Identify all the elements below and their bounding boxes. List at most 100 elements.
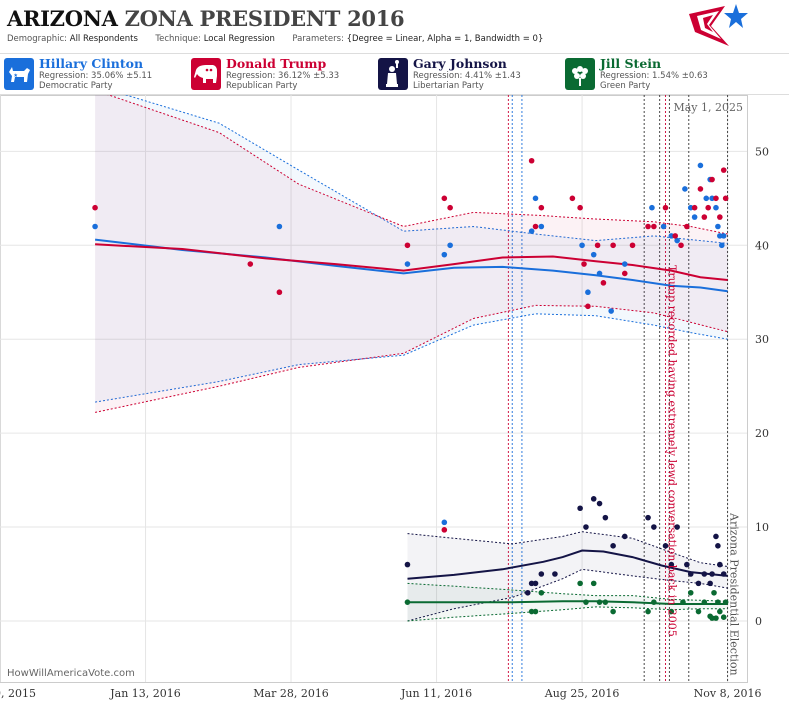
y-tick-label: 0 <box>755 615 762 628</box>
poll-point <box>538 589 545 596</box>
candidate-stein[interactable]: Jill Stein Regression: 1.54% ±0.63 Green… <box>561 54 748 94</box>
poll-point <box>715 599 721 605</box>
y-tick-label: 30 <box>755 333 769 346</box>
title-rest: ZONA PRESIDENT 2016 <box>124 6 405 31</box>
technique-label: Technique: <box>155 34 202 44</box>
candidate-trump[interactable]: Donald Trump Regression: 36.12% ±5.33 Re… <box>187 54 374 94</box>
technique-value: Local Regression <box>203 34 275 44</box>
poll-point <box>594 242 601 249</box>
poll-point <box>538 204 545 211</box>
poll-point <box>404 599 411 605</box>
poll-point <box>610 242 616 249</box>
flower-icon <box>565 58 595 90</box>
poll-point <box>528 580 535 587</box>
poll-point <box>701 214 708 220</box>
poll-point <box>662 543 669 549</box>
x-tick-label: Nov 8, 2016 <box>694 687 762 700</box>
poll-point <box>687 571 694 577</box>
trend-line <box>407 600 728 605</box>
poll-point <box>668 233 675 239</box>
poll-point <box>705 204 711 211</box>
upper-bound-line <box>407 582 728 602</box>
x-tick-label: Oct 30, 2015 <box>0 687 36 700</box>
annotation-label: Arizona Presidential Election <box>728 512 741 676</box>
poll-point <box>610 543 616 549</box>
poll-point <box>585 289 591 296</box>
poll-point <box>674 524 680 530</box>
candidate-regression: Regression: 35.06% ±5.11 <box>39 71 153 81</box>
upper-bound-line <box>107 95 728 235</box>
confidence-band <box>407 583 728 621</box>
poll-point <box>711 589 717 596</box>
poll-point <box>532 608 539 615</box>
poll-point <box>596 500 603 507</box>
trend-line <box>407 549 728 580</box>
candidate-regression: Regression: 36.12% ±5.33 <box>226 71 340 81</box>
y-tick-label: 40 <box>755 239 769 252</box>
poll-point <box>621 270 628 277</box>
poll-point <box>722 599 729 605</box>
poll-point <box>441 251 448 258</box>
poll-point <box>602 514 609 521</box>
poll-point <box>583 524 589 530</box>
trend-line <box>95 243 728 281</box>
poll-point <box>651 599 657 605</box>
candidate-name: Hillary Clinton <box>39 56 144 71</box>
poll-point <box>645 514 651 521</box>
poll-point <box>532 580 539 587</box>
poll-point <box>687 589 694 596</box>
poll-chart: Oct 30, 2015 Jan 13, 2016 Mar 28, 2016 Jun … <box>0 95 769 700</box>
poll-point <box>697 162 704 169</box>
confidence-band <box>95 95 728 413</box>
poll-point <box>715 223 721 230</box>
poll-point <box>596 599 603 605</box>
poll-point <box>717 561 723 568</box>
poll-point <box>682 186 688 192</box>
annotation-label: Trump recorded having extremely lewd con… <box>666 265 679 637</box>
candidate-party: Libertarian Party <box>413 81 484 91</box>
poll-point <box>701 599 708 605</box>
poll-point <box>538 571 545 577</box>
poll-point <box>441 519 448 526</box>
poll-point <box>649 204 655 211</box>
poll-point <box>672 233 679 239</box>
parameters-row: Demographic: All Respondents Technique: … <box>7 34 543 44</box>
poll-point <box>404 261 411 267</box>
lower-bound-line <box>95 313 728 403</box>
poll-point <box>720 233 727 239</box>
poll-point <box>590 496 597 502</box>
poll-point <box>590 580 597 587</box>
poll-point <box>583 599 589 605</box>
poll-point <box>528 157 535 164</box>
candidate-party: Green Party <box>600 81 651 91</box>
poll-point <box>697 186 704 192</box>
parameters-label: Parameters: <box>292 34 344 44</box>
poll-point <box>651 524 657 530</box>
poll-point <box>645 608 651 615</box>
y-tick-label: 50 <box>755 145 769 158</box>
poll-point <box>674 237 680 244</box>
candidate-name: Gary Johnson <box>413 56 507 71</box>
footer-site: HowWillAmericaVote.com <box>7 668 135 679</box>
lower-bound-line <box>94 304 728 413</box>
elephant-icon <box>191 58 221 90</box>
poll-point <box>441 195 448 202</box>
poll-point <box>703 195 710 202</box>
poll-point <box>717 608 723 615</box>
poll-point <box>585 303 591 310</box>
liberty-icon <box>378 58 408 90</box>
site-logo-icon <box>689 4 748 46</box>
candidate-party: Democratic Party <box>39 81 113 91</box>
candidate-name: Donald Trump <box>226 56 327 71</box>
poll-point <box>596 270 603 277</box>
candidate-johnson[interactable]: Gary Johnson Regression: 4.41% ±1.43 Lib… <box>374 54 561 94</box>
poll-point <box>717 214 723 220</box>
poll-point <box>691 214 698 220</box>
poll-point <box>695 608 702 615</box>
candidate-clinton[interactable]: Hillary Clinton Regression: 35.06% ±5.11… <box>0 54 187 94</box>
poll-point <box>600 280 607 286</box>
poll-point <box>715 543 721 549</box>
header: ARIZONA ZONA PRESIDENT 2016 Demographic:… <box>0 0 789 52</box>
lower-bound-line <box>407 606 728 622</box>
poll-point <box>713 204 719 211</box>
